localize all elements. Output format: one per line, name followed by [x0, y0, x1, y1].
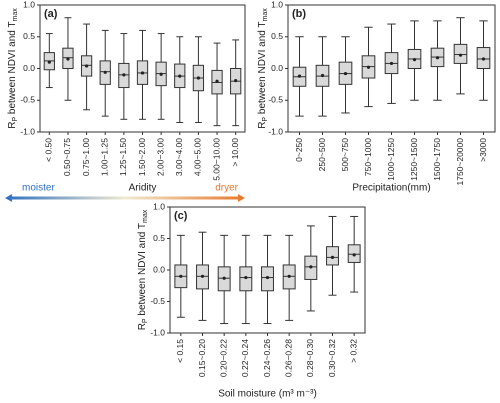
y-axis-label-part: R — [257, 122, 268, 129]
mean-dot — [66, 57, 70, 61]
mean-dot — [435, 56, 440, 60]
y-axis-label: RP between NDVI and Tmax — [137, 209, 149, 330]
y-tick-label: -1.0 — [20, 126, 35, 136]
x-tick-label: 1.25~1.50 — [118, 138, 128, 176]
y-tick-label: 0.5 — [23, 31, 35, 41]
y-tick-label: -0.5 — [20, 95, 35, 105]
mean-dot — [389, 61, 394, 66]
mean-dot — [140, 71, 145, 75]
x-tick-label: 0.22~0.24 — [240, 339, 250, 377]
mean-dot — [222, 276, 226, 280]
y-tick-label: 0.5 — [153, 233, 165, 243]
y-tick-label: -1.0 — [150, 327, 165, 337]
arrow-label-right: dryer — [215, 183, 238, 194]
x-axis-label: Soil moisture (m³ m⁻³) — [218, 389, 317, 400]
y-axis-label-part: R — [137, 323, 148, 330]
x-tick-label: 5.00~10.00 — [211, 138, 221, 181]
mean-dot — [412, 58, 417, 62]
mean-dot — [297, 74, 302, 78]
panel-label: (c) — [174, 210, 188, 222]
y-axis-label-part: between NDVI and T — [137, 223, 148, 318]
mean-dot — [234, 78, 238, 83]
mean-dot — [330, 255, 335, 259]
x-axis-label: Precipitation(mm) — [352, 183, 430, 194]
y-axis-label: RP between NDVI and Tmax — [7, 8, 19, 129]
y-axis-label-part: P — [142, 318, 149, 323]
x-tick-label: 750~1000 — [363, 138, 373, 176]
mean-dot — [320, 73, 325, 78]
mean-dot — [343, 71, 348, 76]
y-axis-label-part: max — [262, 8, 269, 22]
arrow-label-left: moister — [22, 183, 55, 194]
x-tick-label: 250~500 — [317, 138, 327, 172]
y-tick-label: 0.0 — [271, 63, 283, 73]
y-axis-label-part: P — [12, 117, 19, 122]
x-tick-label: 500~750 — [340, 138, 350, 172]
x-tick-label: > 0.32 — [348, 339, 358, 363]
x-tick-label: 1250~1500 — [409, 138, 419, 181]
mean-dot — [287, 274, 291, 278]
y-axis-label-part: max — [142, 209, 149, 223]
y-axis-label-part: P — [262, 117, 269, 122]
y-tick-label: -0.5 — [268, 95, 283, 105]
y-tick-label: 1.0 — [271, 0, 283, 9]
x-tick-label: 3.00~4.00 — [174, 138, 184, 176]
mean-dot — [122, 73, 126, 77]
x-tick-label: < 0.15 — [175, 339, 185, 363]
y-tick-label: 1.0 — [23, 0, 35, 9]
mean-dot — [159, 72, 163, 76]
y-axis-label-part: between NDVI and T — [7, 21, 18, 116]
x-tick-label: 1.00~1.25 — [99, 138, 109, 176]
mean-dot — [196, 76, 201, 80]
y-tick-label: 0.5 — [271, 31, 283, 41]
mean-dot — [481, 57, 486, 61]
y-tick-label: 0.0 — [153, 264, 165, 274]
mean-dot — [366, 65, 371, 69]
x-axis-label: Aridity — [129, 183, 157, 194]
x-tick-label: 1750~20000 — [455, 138, 465, 186]
aridity-arrow — [5, 194, 245, 202]
panel-label: (b) — [292, 8, 306, 20]
x-tick-label: 0.24~0.26 — [262, 339, 272, 377]
mean-dot — [352, 253, 356, 257]
mean-dot — [215, 79, 219, 83]
x-tick-label: > 10.00 — [230, 138, 240, 167]
x-tick-label: >3000 — [478, 138, 488, 162]
x-tick-label: 0.75~1.00 — [81, 138, 91, 176]
mean-dot — [309, 265, 313, 269]
mean-dot — [200, 274, 205, 278]
mean-dot — [265, 275, 270, 280]
mean-dot — [458, 53, 463, 57]
x-tick-label: 0.30~0.32 — [327, 339, 337, 377]
y-tick-label: 0.0 — [23, 63, 35, 73]
x-tick-label: 0.20~0.22 — [218, 339, 228, 377]
y-tick-label: 1.0 — [153, 201, 165, 211]
x-tick-label: 0.28~0.30 — [305, 339, 315, 377]
x-tick-label: 0.15~0.20 — [197, 339, 207, 377]
mean-dot — [47, 60, 51, 64]
x-tick-label: 0.26~0.28 — [283, 339, 293, 377]
x-tick-label: 0~250 — [294, 138, 304, 162]
mean-dot — [178, 74, 182, 78]
panel-label: (a) — [44, 8, 58, 20]
x-tick-label: 1.50~2.00 — [137, 138, 147, 176]
x-tick-label: 1000~1250 — [386, 138, 396, 181]
mean-dot — [179, 274, 183, 278]
x-tick-label: 4.00~5.00 — [193, 138, 203, 176]
y-tick-label: -0.5 — [150, 296, 165, 306]
y-axis-label: RP between NDVI and Tmax — [257, 8, 269, 129]
y-axis-label-part: between NDVI and T — [257, 21, 268, 116]
x-tick-label: 1500~1750 — [432, 138, 442, 181]
x-tick-label: 0.50~0.75 — [62, 138, 72, 176]
mean-dot — [103, 70, 107, 74]
mean-dot — [84, 64, 89, 68]
x-tick-label: 2.00~3.00 — [155, 138, 165, 176]
mean-dot — [244, 275, 248, 280]
y-tick-label: -1.0 — [268, 126, 283, 136]
y-axis-label-part: max — [12, 8, 19, 22]
y-axis-label-part: R — [7, 122, 18, 129]
x-tick-label: < 0.50 — [44, 138, 54, 162]
